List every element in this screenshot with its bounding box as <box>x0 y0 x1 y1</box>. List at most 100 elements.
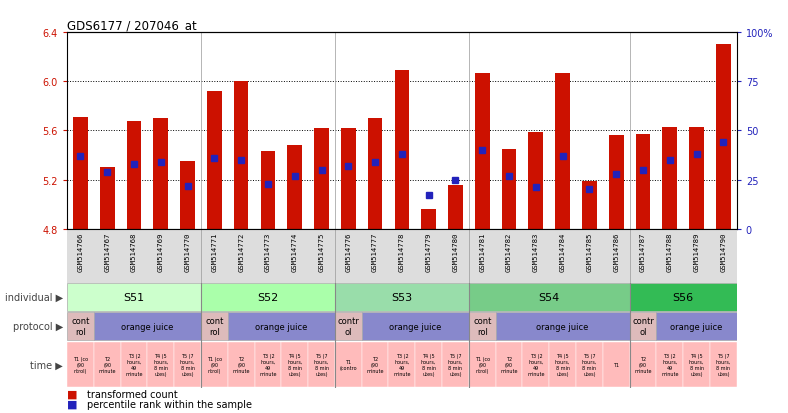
Text: orange juice: orange juice <box>537 322 589 331</box>
Text: GSM514771: GSM514771 <box>211 232 217 271</box>
Bar <box>314 129 329 229</box>
Text: T2
(90
minute: T2 (90 minute <box>500 356 518 373</box>
Bar <box>395 71 409 229</box>
Text: T1
(contro: T1 (contro <box>340 359 357 370</box>
Text: T1: T1 <box>613 362 619 367</box>
Bar <box>94 342 121 387</box>
Bar <box>335 342 362 387</box>
Bar <box>308 342 335 387</box>
Text: GSM514785: GSM514785 <box>586 232 593 271</box>
Bar <box>549 342 576 387</box>
Bar <box>448 185 463 229</box>
Text: transformed count: transformed count <box>87 389 177 399</box>
Text: S56: S56 <box>673 292 693 302</box>
Bar <box>716 45 730 229</box>
Bar <box>469 312 496 340</box>
Bar <box>147 342 174 387</box>
Bar <box>496 342 522 387</box>
Text: GSM514779: GSM514779 <box>426 232 432 271</box>
Text: GSM514780: GSM514780 <box>452 232 459 271</box>
Bar <box>67 342 94 387</box>
Bar <box>255 342 281 387</box>
Text: T5 (7
hours,
8 min
utes): T5 (7 hours, 8 min utes) <box>448 353 463 376</box>
Bar <box>234 82 248 229</box>
Text: GSM514769: GSM514769 <box>158 232 164 271</box>
Text: GSM514788: GSM514788 <box>667 232 673 271</box>
Bar <box>683 342 710 387</box>
Text: T3 (2
hours,
49
minute: T3 (2 hours, 49 minute <box>393 353 411 376</box>
Bar <box>201 312 228 340</box>
Text: orange juice: orange juice <box>121 322 173 331</box>
Text: GSM514790: GSM514790 <box>720 232 727 271</box>
Text: T1 (co
(90
ntrol): T1 (co (90 ntrol) <box>206 356 222 373</box>
Text: GSM514782: GSM514782 <box>506 232 512 271</box>
Bar <box>281 342 308 387</box>
Text: T5 (7
hours,
8 min
utes): T5 (7 hours, 8 min utes) <box>582 353 597 376</box>
Text: GSM514774: GSM514774 <box>292 232 298 271</box>
Text: T3 (2
hours,
49
minute: T3 (2 hours, 49 minute <box>259 353 277 376</box>
Bar <box>630 342 656 387</box>
Bar <box>636 135 650 229</box>
Text: time ▶: time ▶ <box>30 359 63 370</box>
Bar <box>656 312 737 340</box>
Text: GSM514787: GSM514787 <box>640 232 646 271</box>
Text: T4 (5
hours,
8 min
utes): T4 (5 hours, 8 min utes) <box>153 353 169 376</box>
Bar <box>603 342 630 387</box>
Text: protocol ▶: protocol ▶ <box>13 321 63 331</box>
Bar <box>335 312 362 340</box>
Text: cont
rol: cont rol <box>473 317 492 336</box>
Text: GSM514777: GSM514777 <box>372 232 378 271</box>
Text: GSM514773: GSM514773 <box>265 232 271 271</box>
Text: GSM514783: GSM514783 <box>533 232 539 271</box>
Text: T3 (2
hours,
49
minute: T3 (2 hours, 49 minute <box>527 353 545 376</box>
Bar <box>529 132 543 229</box>
Text: T3 (2
hours,
49
minute: T3 (2 hours, 49 minute <box>661 353 678 376</box>
Text: S52: S52 <box>258 292 278 302</box>
Text: GSM514784: GSM514784 <box>559 232 566 271</box>
Bar <box>582 181 597 229</box>
Bar <box>335 283 469 311</box>
Text: GSM514770: GSM514770 <box>184 232 191 271</box>
Text: GSM514772: GSM514772 <box>238 232 244 271</box>
Text: GSM514778: GSM514778 <box>399 232 405 271</box>
Text: percentile rank within the sample: percentile rank within the sample <box>87 399 251 409</box>
Bar <box>127 121 141 229</box>
Text: ■: ■ <box>67 399 77 409</box>
Text: individual ▶: individual ▶ <box>5 292 63 302</box>
Bar <box>73 118 87 229</box>
Text: GSM514768: GSM514768 <box>131 232 137 271</box>
Text: T4 (5
hours,
8 min
utes): T4 (5 hours, 8 min utes) <box>689 353 704 376</box>
Text: T1 (co
(90
ntrol): T1 (co (90 ntrol) <box>72 356 88 373</box>
Bar <box>415 342 442 387</box>
Bar <box>362 342 388 387</box>
Bar <box>94 312 201 340</box>
Bar <box>690 128 704 229</box>
Text: GSM514767: GSM514767 <box>104 232 110 271</box>
Bar <box>422 209 436 229</box>
Bar <box>100 168 114 229</box>
Text: T4 (5
hours,
8 min
utes): T4 (5 hours, 8 min utes) <box>421 353 437 376</box>
Bar <box>207 92 221 229</box>
Bar <box>341 129 355 229</box>
Bar <box>67 283 201 311</box>
Bar <box>228 312 335 340</box>
Text: T5 (7
hours,
8 min
utes): T5 (7 hours, 8 min utes) <box>314 353 329 376</box>
Bar <box>261 152 275 229</box>
Bar <box>475 74 489 229</box>
Bar <box>121 342 147 387</box>
Bar <box>228 342 255 387</box>
Text: orange juice: orange juice <box>389 322 441 331</box>
Bar <box>368 119 382 229</box>
Bar <box>469 283 630 311</box>
Text: T2
(90
minute: T2 (90 minute <box>366 356 384 373</box>
Bar <box>201 342 228 387</box>
Bar <box>630 283 737 311</box>
Text: ■: ■ <box>67 389 77 399</box>
Text: contr
ol: contr ol <box>337 317 359 336</box>
Text: GSM514776: GSM514776 <box>345 232 351 271</box>
Text: cont
rol: cont rol <box>71 317 90 336</box>
Bar <box>522 342 549 387</box>
Bar <box>201 283 335 311</box>
Text: GSM514766: GSM514766 <box>77 232 84 271</box>
Bar <box>630 312 656 340</box>
